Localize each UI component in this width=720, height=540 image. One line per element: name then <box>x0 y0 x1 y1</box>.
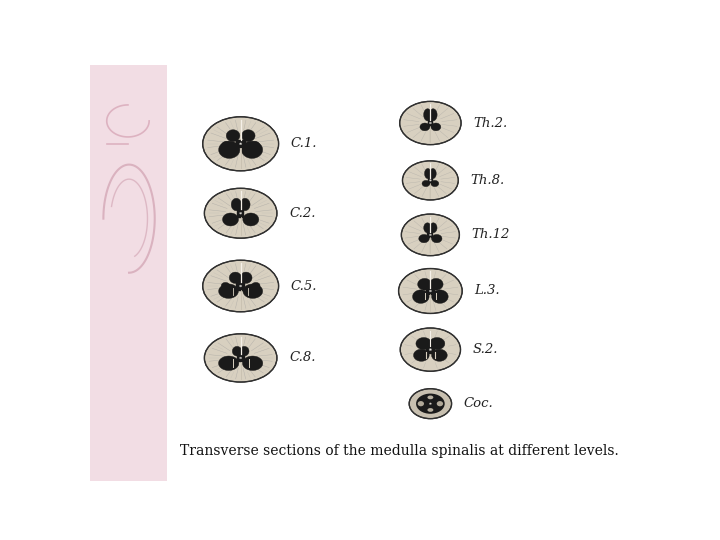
Ellipse shape <box>400 102 461 145</box>
Polygon shape <box>241 141 263 158</box>
Polygon shape <box>243 284 263 299</box>
Ellipse shape <box>400 328 461 371</box>
Polygon shape <box>222 141 231 149</box>
Polygon shape <box>430 168 436 179</box>
Ellipse shape <box>409 389 451 419</box>
Text: S.2.: S.2. <box>473 343 498 356</box>
Text: L.3.: L.3. <box>474 285 500 298</box>
Ellipse shape <box>429 290 431 292</box>
Polygon shape <box>431 180 438 187</box>
Polygon shape <box>425 168 431 179</box>
Text: Transverse sections of the medulla spinalis at different levels.: Transverse sections of the medulla spina… <box>180 444 619 458</box>
Polygon shape <box>240 272 252 284</box>
Ellipse shape <box>429 403 431 404</box>
Ellipse shape <box>240 285 242 287</box>
Polygon shape <box>231 198 241 211</box>
Text: C.8.: C.8. <box>289 352 315 365</box>
Ellipse shape <box>428 395 433 399</box>
Text: Th.12: Th.12 <box>472 228 510 241</box>
Bar <box>90 65 167 481</box>
Ellipse shape <box>402 161 458 200</box>
Ellipse shape <box>204 188 277 238</box>
Polygon shape <box>221 282 230 288</box>
Polygon shape <box>428 177 433 184</box>
Polygon shape <box>419 234 429 243</box>
Ellipse shape <box>240 143 242 145</box>
Ellipse shape <box>418 401 424 406</box>
Polygon shape <box>241 130 255 141</box>
Ellipse shape <box>203 260 279 312</box>
Polygon shape <box>222 213 238 226</box>
Polygon shape <box>430 223 437 233</box>
Polygon shape <box>219 141 240 158</box>
Ellipse shape <box>429 180 431 181</box>
Ellipse shape <box>429 349 431 350</box>
Polygon shape <box>240 198 250 211</box>
Ellipse shape <box>401 214 459 255</box>
Polygon shape <box>219 284 238 299</box>
Polygon shape <box>237 208 244 218</box>
Polygon shape <box>422 180 430 187</box>
Polygon shape <box>426 345 435 354</box>
Polygon shape <box>431 234 442 243</box>
Polygon shape <box>413 349 429 361</box>
Ellipse shape <box>416 394 445 414</box>
Polygon shape <box>423 223 431 233</box>
Polygon shape <box>233 346 242 356</box>
Polygon shape <box>429 109 437 121</box>
Polygon shape <box>243 356 263 370</box>
Ellipse shape <box>204 334 277 382</box>
Ellipse shape <box>429 122 431 124</box>
Ellipse shape <box>203 117 279 171</box>
Polygon shape <box>416 338 431 349</box>
Polygon shape <box>428 231 433 238</box>
Text: Th.8.: Th.8. <box>471 174 505 187</box>
Polygon shape <box>418 279 432 290</box>
Polygon shape <box>219 356 239 370</box>
Polygon shape <box>243 213 258 226</box>
Polygon shape <box>428 119 433 127</box>
Text: Coc.: Coc. <box>464 397 494 410</box>
Polygon shape <box>229 272 241 284</box>
Polygon shape <box>426 287 435 295</box>
Polygon shape <box>413 290 429 303</box>
Polygon shape <box>251 141 260 149</box>
Ellipse shape <box>429 234 431 235</box>
Ellipse shape <box>240 357 242 359</box>
Polygon shape <box>429 279 443 290</box>
Polygon shape <box>431 123 441 131</box>
Ellipse shape <box>399 268 462 313</box>
Polygon shape <box>429 338 445 349</box>
Text: C.1.: C.1. <box>291 137 318 150</box>
Polygon shape <box>226 130 240 141</box>
Text: Th.2.: Th.2. <box>473 117 508 130</box>
Polygon shape <box>431 349 447 361</box>
Polygon shape <box>240 346 249 356</box>
Polygon shape <box>236 281 246 291</box>
Polygon shape <box>237 354 245 362</box>
Text: C.2.: C.2. <box>289 207 315 220</box>
Polygon shape <box>432 290 448 303</box>
Text: C.5.: C.5. <box>291 280 318 293</box>
Polygon shape <box>420 123 430 131</box>
Polygon shape <box>235 140 246 148</box>
Ellipse shape <box>240 212 242 214</box>
Ellipse shape <box>428 408 433 412</box>
Ellipse shape <box>437 401 443 406</box>
Polygon shape <box>252 282 260 288</box>
Polygon shape <box>423 109 431 121</box>
